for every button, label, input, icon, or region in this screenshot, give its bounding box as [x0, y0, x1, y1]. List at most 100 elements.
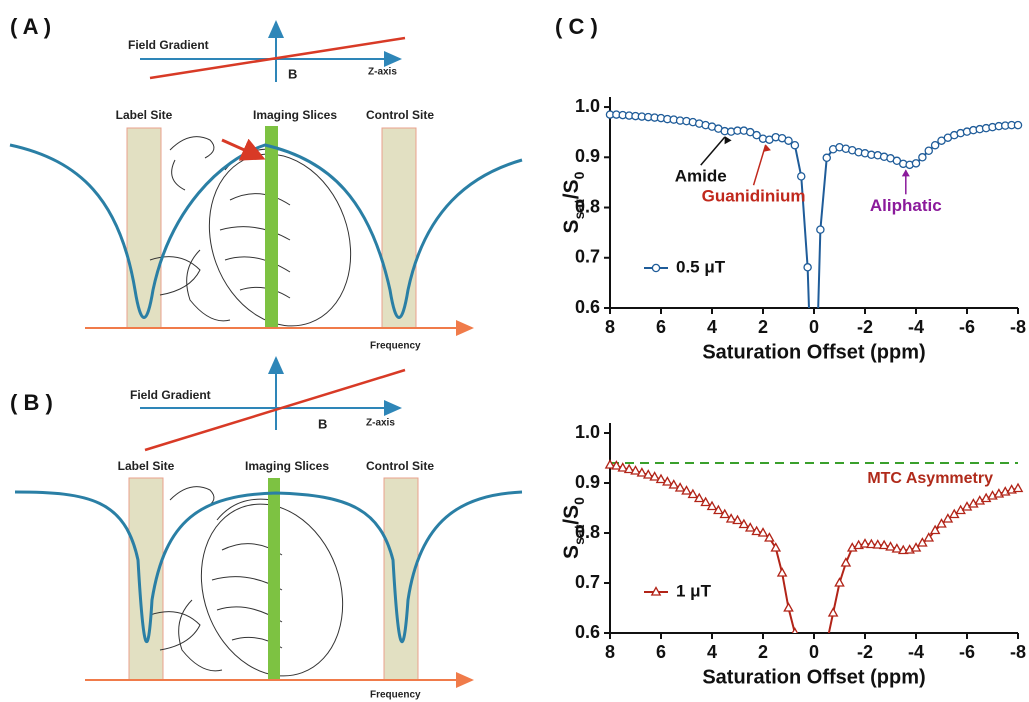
marker: [827, 607, 839, 617]
y-tick-label: 1.0: [575, 96, 600, 116]
marker: [687, 488, 699, 499]
y-tick-label: 0.6: [575, 297, 600, 317]
plot-area: [604, 459, 1024, 633]
x-tick-label: 2: [758, 642, 768, 662]
marker: [732, 514, 743, 525]
y-axis-title-part: 0: [571, 497, 587, 505]
legend-marker: [650, 586, 662, 596]
marker: [649, 471, 660, 481]
marker: [719, 508, 731, 519]
marker: [822, 153, 832, 163]
control-site-band: [381, 127, 417, 329]
y-axis-title-part: S: [560, 219, 583, 233]
marker: [611, 460, 622, 470]
control-site-label: Control Site: [366, 459, 434, 473]
marker: [668, 479, 680, 489]
marker: [617, 462, 629, 472]
marker: [642, 469, 654, 479]
marker: [784, 136, 793, 145]
x-tick-label: -2: [857, 642, 873, 662]
y-axis-title-part: S: [560, 545, 583, 559]
diagram-b: ( B ) Field Gradient B Z-axis Label Site…: [10, 356, 523, 701]
y-axis-title-part: sat: [571, 524, 587, 545]
marker: [604, 459, 616, 469]
x-tick-label: 4: [707, 317, 717, 337]
panel-label: ( C ): [555, 14, 598, 39]
panel-label: ( A ): [10, 14, 51, 39]
marker: [930, 140, 940, 150]
y-axis-title-part: sat: [571, 199, 587, 220]
series-line: [610, 113, 1018, 308]
brain-sketch: [149, 136, 352, 327]
marker: [897, 544, 909, 555]
marker: [791, 627, 799, 633]
imaging-slice: [268, 478, 280, 680]
x-tick-label: 8: [605, 642, 615, 662]
legend-label: 1 μT: [676, 581, 712, 600]
marker: [797, 172, 806, 181]
marker: [872, 539, 884, 549]
label-site-band: [128, 477, 164, 681]
marker: [911, 159, 921, 168]
marker: [655, 473, 667, 484]
marker: [674, 482, 686, 492]
marker: [725, 513, 737, 523]
marker: [713, 504, 724, 515]
legend-marker: [651, 263, 661, 273]
marker: [636, 467, 648, 477]
marker: [1012, 482, 1024, 493]
z-axis-label: Z-axis: [368, 67, 397, 78]
marker: [878, 539, 890, 550]
marker: [816, 225, 825, 234]
pointer-arrow: [221, 138, 266, 161]
marker: [700, 496, 711, 507]
marker: [757, 527, 769, 537]
frequency-label: Frequency: [370, 690, 421, 701]
b-label: B: [318, 416, 327, 431]
field-gradient-label: Field Gradient: [128, 38, 209, 52]
frequency-label: Frequency: [370, 341, 421, 352]
label-site-band: [126, 127, 162, 329]
marker: [744, 522, 756, 532]
y-axis-title-part: /S: [560, 505, 583, 525]
marker: [662, 476, 673, 486]
annotation-arrow: [752, 144, 767, 186]
marker: [936, 518, 947, 528]
marker: [681, 485, 692, 495]
annotation-arrowhead: [901, 169, 910, 177]
chart: 0.6 0.7 0.8 0.9 1.0 8 6 4 2 0 -2 -4 -6 -8 Saturation O…: [560, 422, 1026, 689]
brain-sketch: [149, 486, 344, 677]
marker: [803, 263, 812, 272]
y-tick-label: 0.7: [575, 572, 600, 592]
x-tick-label: 4: [707, 642, 717, 662]
y-tick-label: 0.9: [575, 146, 600, 166]
marker: [929, 524, 941, 535]
marker: [738, 518, 750, 529]
annotation: Amide: [675, 167, 727, 186]
marker: [810, 455, 817, 462]
marker: [859, 538, 871, 548]
marker: [942, 513, 954, 523]
marker: [752, 130, 761, 140]
imaging-slices-label: Imaging Slices: [253, 108, 337, 122]
y-tick-label: 0.8: [575, 196, 600, 216]
control-site-label: Control Site: [366, 108, 434, 122]
y-axis-title-part: /S: [560, 179, 583, 199]
y-tick-label: 0.9: [575, 472, 600, 492]
marker: [706, 500, 718, 511]
y-axis-title: Ssat/S0: [560, 171, 587, 233]
annotation-arrow: [700, 136, 726, 166]
annotation: Guanidinium: [702, 187, 806, 206]
x-tick-label: -6: [959, 317, 975, 337]
y-tick-label: 0.8: [575, 522, 600, 542]
x-tick-label: 8: [605, 317, 615, 337]
y-tick-label: 0.7: [575, 247, 600, 267]
annotation: Aliphatic: [870, 196, 942, 215]
chart: 0.6 0.7 0.8 0.9 1.0 8 6 4 2 0 -2 -4 -6 -8 Saturation O…: [560, 96, 1026, 462]
imaging-slices-label: Imaging Slices: [245, 459, 329, 473]
x-tick-label: -2: [857, 317, 873, 337]
x-tick-label: 0: [809, 317, 819, 337]
marker: [764, 532, 775, 542]
marker: [783, 602, 794, 612]
